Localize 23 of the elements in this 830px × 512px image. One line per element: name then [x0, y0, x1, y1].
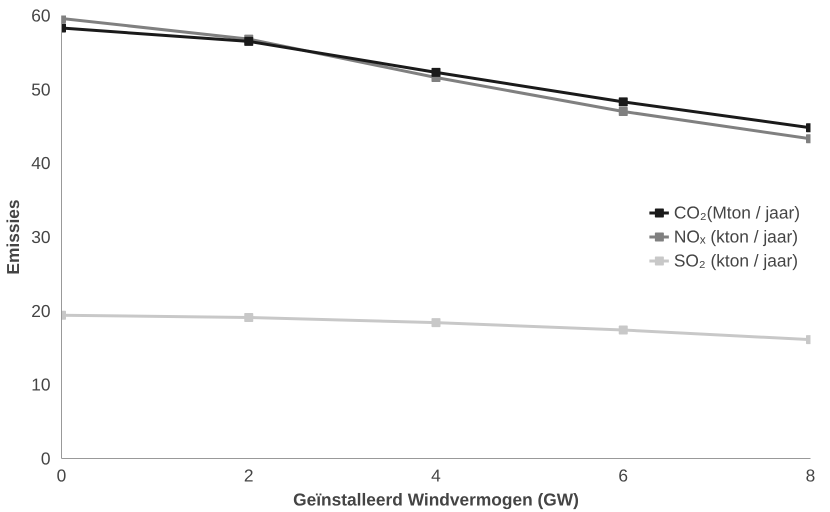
- y-tick-label: 30: [31, 227, 51, 247]
- y-tick-label: 40: [31, 153, 51, 174]
- y-tick-label: 60: [31, 6, 51, 26]
- y-tick-label: 0: [40, 448, 51, 468]
- legend-label: CO₂(Mton / jaar): [674, 202, 800, 223]
- point: [618, 106, 628, 116]
- x-axis-title: Geïnstalleerd Windvermogen (GW): [293, 490, 579, 510]
- point: [618, 326, 628, 335]
- x-tick-label: 0: [56, 466, 66, 486]
- x-tick-label: 8: [806, 466, 816, 486]
- y-tick-label: 20: [31, 300, 51, 321]
- point: [618, 97, 628, 106]
- y-tick-label: 10: [31, 374, 51, 395]
- legend-label: SO₂ (kton / jaar): [674, 250, 798, 271]
- x-tick-label: 4: [431, 466, 442, 486]
- point: [432, 68, 440, 77]
- y-axis-title: Emissies: [3, 199, 24, 275]
- y-tick-label: 50: [31, 79, 51, 100]
- x-tick-label: 6: [618, 466, 628, 486]
- legend-label: NOₓ (kton / jaar): [674, 226, 798, 247]
- x-tick-label: 2: [244, 466, 254, 486]
- point: [244, 312, 254, 322]
- point: [432, 318, 440, 328]
